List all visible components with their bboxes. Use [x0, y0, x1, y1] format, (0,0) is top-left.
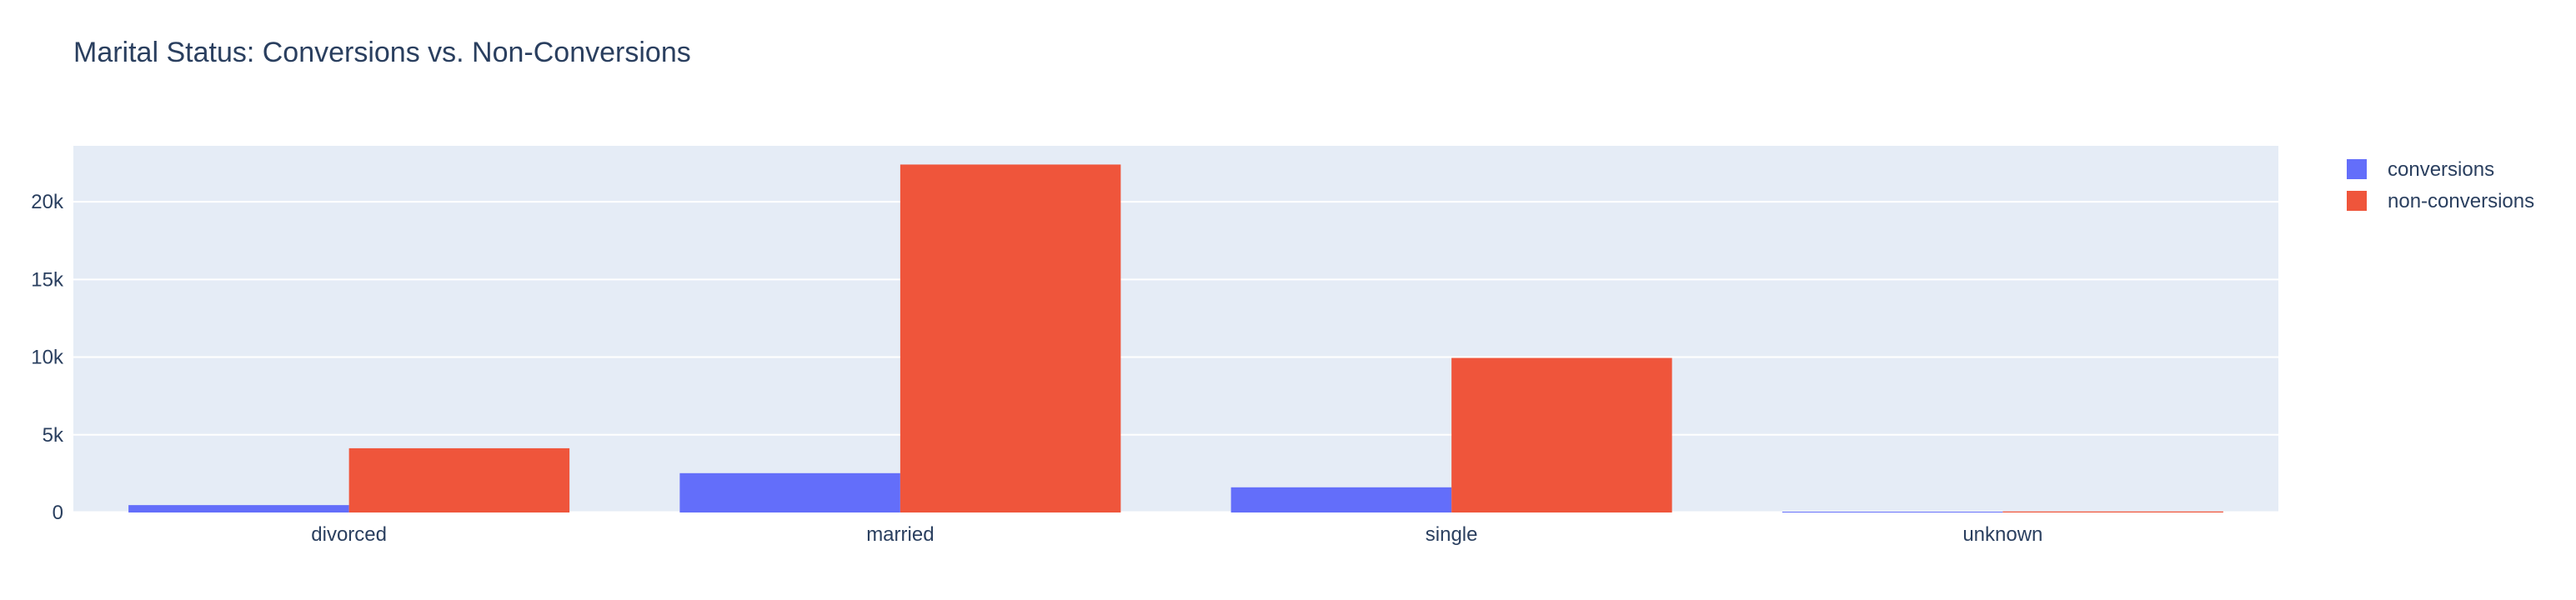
- legend-label: conversions: [2388, 158, 2494, 181]
- x-tick-label: married: [866, 523, 934, 546]
- x-tick-label: unknown: [1962, 523, 2042, 546]
- bar-conversions-divorced[interactable]: [128, 505, 349, 512]
- legend-item-non-conversions[interactable]: non-conversions: [2347, 190, 2534, 212]
- y-tick-label: 0: [53, 502, 63, 524]
- bars: [128, 164, 2223, 513]
- y-tick-label: 20k: [31, 191, 64, 213]
- x-tick-label: single: [1426, 523, 1478, 546]
- y-tick-label: 10k: [31, 347, 64, 369]
- bar-non-conversions-single[interactable]: [1451, 358, 1672, 512]
- bar-non-conversions-divorced[interactable]: [348, 448, 570, 512]
- x-tick-label: divorced: [311, 523, 387, 546]
- bar-non-conversions-married[interactable]: [900, 164, 1121, 513]
- y-tick-label: 15k: [31, 268, 64, 291]
- y-tick-label: 5k: [43, 424, 64, 447]
- legend-swatch: [2347, 191, 2367, 211]
- x-axis: divorced married single unknown: [311, 523, 2042, 546]
- legend[interactable]: conversions non-conversions: [2347, 158, 2534, 212]
- y-axis: 0 5k 10k 15k 20k: [31, 191, 64, 524]
- chart-title: Marital Status: Conversions vs. Non-Conv…: [73, 37, 691, 68]
- legend-swatch: [2347, 159, 2367, 179]
- legend-item-conversions[interactable]: conversions: [2347, 158, 2494, 181]
- legend-label: non-conversions: [2388, 190, 2534, 212]
- bar-conversions-single[interactable]: [1230, 487, 1452, 512]
- bar-conversions-married[interactable]: [679, 472, 900, 512]
